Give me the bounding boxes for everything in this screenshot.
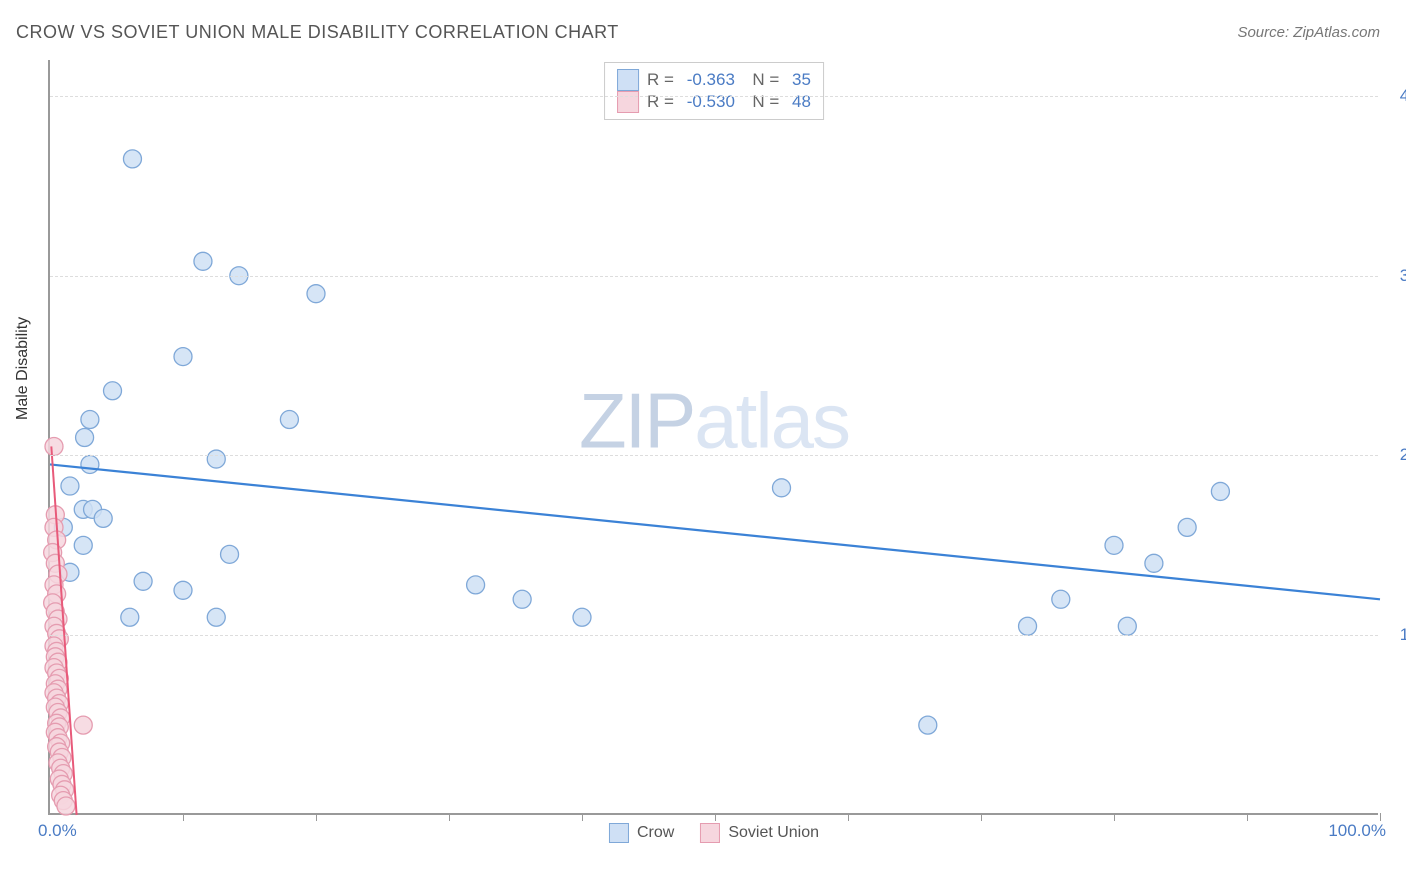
data-point	[1105, 536, 1123, 554]
data-point	[467, 576, 485, 594]
data-point	[207, 608, 225, 626]
data-point	[45, 437, 63, 455]
data-point	[1178, 518, 1196, 536]
data-point	[121, 608, 139, 626]
x-tick	[848, 813, 849, 821]
data-point	[174, 581, 192, 599]
y-tick-label: 10.0%	[1388, 625, 1406, 645]
legend-label-soviet: Soviet Union	[728, 824, 819, 842]
source-label: Source: ZipAtlas.com	[1237, 24, 1380, 41]
data-point	[76, 429, 94, 447]
data-point	[207, 450, 225, 468]
gridline	[50, 96, 1378, 97]
y-axis-label: Male Disability	[14, 317, 32, 420]
x-tick	[449, 813, 450, 821]
data-point	[81, 455, 99, 473]
y-tick-label: 20.0%	[1388, 445, 1406, 465]
data-point	[81, 411, 99, 429]
x-tick	[1114, 813, 1115, 821]
data-point	[174, 348, 192, 366]
x-tick	[981, 813, 982, 821]
x-axis-min: 0.0%	[38, 821, 77, 841]
data-point	[94, 509, 112, 527]
data-point	[104, 382, 122, 400]
data-point	[280, 411, 298, 429]
x-tick	[1247, 813, 1248, 821]
legend-swatch-crow	[609, 823, 629, 843]
legend-item-crow: Crow	[609, 823, 674, 843]
legend-item-soviet: Soviet Union	[700, 823, 819, 843]
gridline	[50, 455, 1378, 456]
scatter-svg	[50, 60, 1378, 813]
data-point	[74, 536, 92, 554]
data-point	[74, 716, 92, 734]
data-point	[1145, 554, 1163, 572]
x-tick	[183, 813, 184, 821]
x-tick	[316, 813, 317, 821]
x-tick	[582, 813, 583, 821]
x-tick	[1380, 813, 1381, 821]
data-point	[1118, 617, 1136, 635]
legend-label-crow: Crow	[637, 824, 674, 842]
x-axis-max: 100.0%	[1328, 821, 1386, 841]
data-point	[573, 608, 591, 626]
data-point	[513, 590, 531, 608]
data-point	[61, 477, 79, 495]
plot-area: ZIPatlas R = -0.363 N = 35 R = -0.530 N …	[48, 60, 1378, 815]
series-legend: Crow Soviet Union	[609, 823, 819, 843]
y-tick-label: 30.0%	[1388, 266, 1406, 286]
data-point	[134, 572, 152, 590]
chart-title: CROW VS SOVIET UNION MALE DISABILITY COR…	[16, 22, 619, 42]
legend-swatch-soviet	[700, 823, 720, 843]
data-point	[307, 285, 325, 303]
data-point	[1052, 590, 1070, 608]
data-point	[123, 150, 141, 168]
x-tick	[715, 813, 716, 821]
data-point	[1211, 482, 1229, 500]
y-tick-label: 40.0%	[1388, 86, 1406, 106]
data-point	[57, 797, 75, 815]
data-point	[194, 252, 212, 270]
gridline	[50, 276, 1378, 277]
data-point	[221, 545, 239, 563]
data-point	[1019, 617, 1037, 635]
gridline	[50, 635, 1378, 636]
data-point	[919, 716, 937, 734]
data-point	[773, 479, 791, 497]
